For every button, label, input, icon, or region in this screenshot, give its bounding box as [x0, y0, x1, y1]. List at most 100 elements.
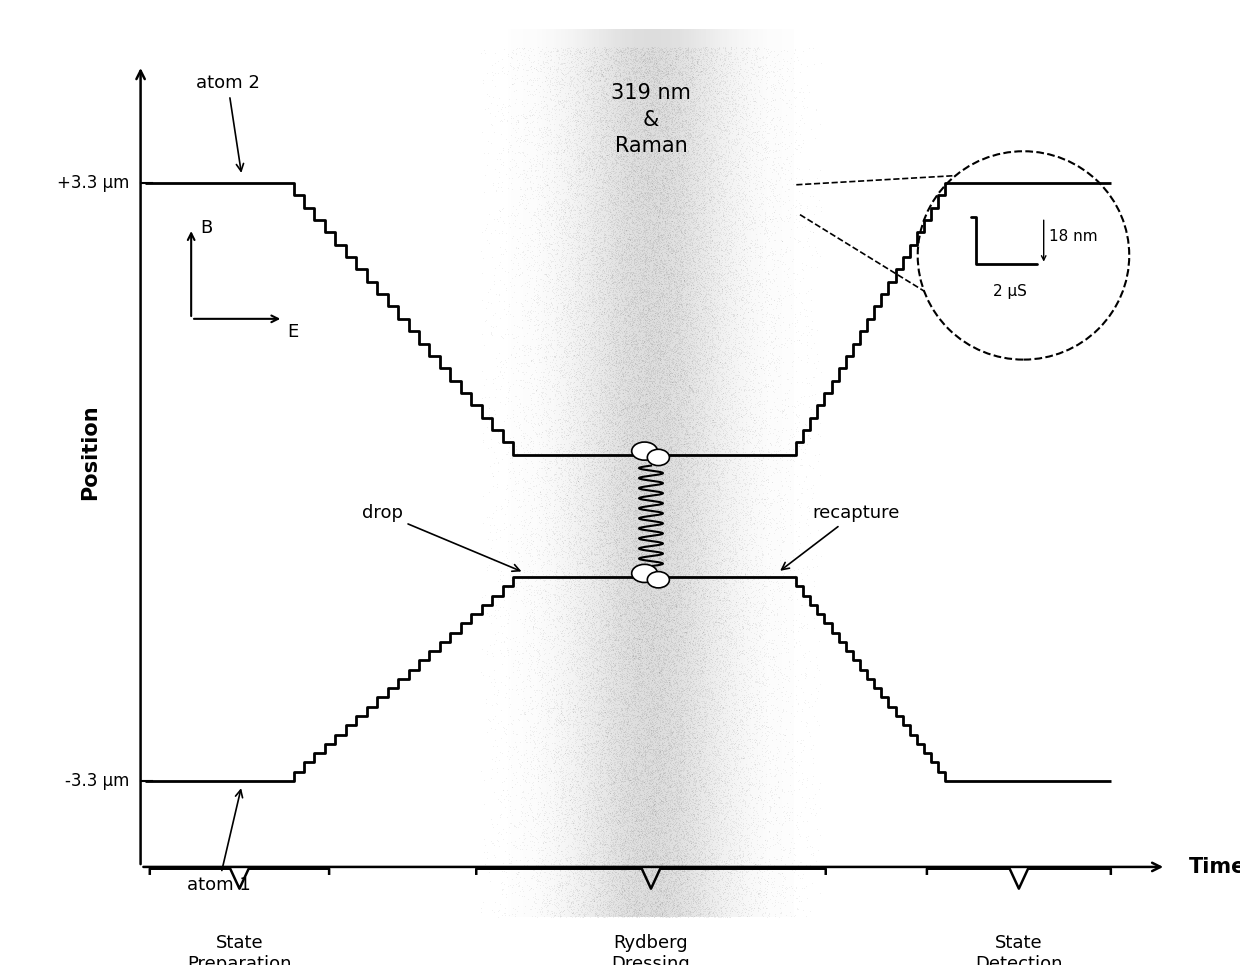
Point: [671, 549, 691, 565]
Point: [601, 270, 621, 286]
Point: [691, 604, 711, 620]
Point: [694, 882, 714, 897]
Point: [704, 327, 724, 343]
Point: [688, 136, 708, 152]
Point: [631, 334, 651, 349]
Point: [647, 846, 667, 862]
Point: [699, 181, 719, 197]
Point: [616, 82, 636, 97]
Point: [688, 111, 708, 126]
Point: [682, 199, 702, 214]
Point: [582, 104, 601, 120]
Point: [671, 301, 691, 317]
Point: [568, 104, 588, 120]
Point: [651, 785, 671, 800]
Point: [755, 876, 775, 892]
Point: [694, 647, 714, 662]
Point: [641, 505, 661, 520]
Point: [573, 509, 593, 524]
Point: [653, 371, 673, 386]
Point: [657, 352, 677, 368]
Point: [675, 694, 694, 709]
Point: [567, 412, 587, 427]
Point: [749, 137, 769, 152]
Point: [714, 418, 734, 433]
Point: [714, 345, 734, 360]
Point: [670, 890, 689, 905]
Point: [562, 169, 582, 184]
Point: [618, 860, 637, 875]
Point: [618, 610, 637, 625]
Point: [653, 187, 673, 203]
Point: [684, 859, 704, 874]
Point: [635, 570, 655, 586]
Point: [708, 543, 728, 559]
Point: [768, 835, 787, 850]
Point: [562, 587, 582, 602]
Point: [754, 755, 774, 770]
Point: [572, 375, 591, 391]
Point: [678, 747, 698, 762]
Point: [631, 315, 651, 330]
Point: [725, 676, 745, 692]
Point: [596, 463, 616, 479]
Point: [532, 499, 552, 514]
Point: [632, 783, 652, 798]
Point: [663, 705, 683, 721]
Point: [661, 410, 681, 426]
Point: [656, 884, 676, 899]
Point: [706, 106, 725, 122]
Point: [632, 214, 652, 230]
Point: [564, 713, 584, 729]
Point: [578, 559, 598, 574]
Point: [686, 405, 706, 421]
Point: [635, 772, 655, 787]
Point: [585, 923, 605, 938]
Point: [635, 778, 655, 793]
Point: [533, 320, 553, 336]
Point: [590, 648, 610, 664]
Point: [670, 296, 689, 312]
Point: [632, 242, 652, 258]
Point: [661, 372, 681, 387]
Point: [631, 185, 651, 201]
Point: [650, 691, 670, 706]
Point: [660, 821, 680, 837]
Point: [593, 331, 613, 346]
Point: [706, 633, 725, 648]
Point: [621, 265, 641, 281]
Point: [559, 868, 579, 883]
Point: [644, 454, 663, 469]
Point: [740, 662, 760, 677]
Point: [647, 633, 667, 648]
Point: [694, 206, 714, 221]
Point: [594, 442, 614, 457]
Point: [790, 64, 810, 79]
Point: [665, 89, 684, 104]
Point: [640, 793, 660, 809]
Point: [567, 616, 587, 631]
Point: [562, 234, 582, 250]
Point: [578, 458, 598, 474]
Point: [587, 393, 606, 408]
Point: [666, 728, 686, 743]
Point: [618, 336, 637, 351]
Point: [656, 679, 676, 695]
Point: [626, 889, 646, 904]
Point: [681, 400, 701, 416]
Point: [678, 129, 698, 145]
Point: [539, 593, 559, 608]
Point: [677, 388, 697, 403]
Point: [677, 360, 697, 375]
Point: [513, 133, 533, 149]
Point: [575, 469, 595, 484]
Point: [651, 475, 671, 490]
Point: [537, 403, 557, 419]
Point: [678, 446, 698, 461]
Point: [627, 198, 647, 213]
Point: [734, 734, 754, 750]
Point: [661, 706, 681, 722]
Point: [739, 527, 759, 542]
Point: [604, 48, 624, 64]
Point: [601, 600, 621, 616]
